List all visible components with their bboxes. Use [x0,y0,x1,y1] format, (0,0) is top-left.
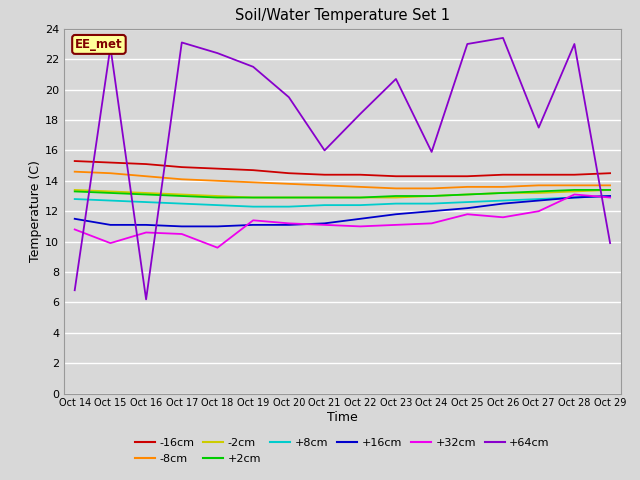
Title: Soil/Water Temperature Set 1: Soil/Water Temperature Set 1 [235,9,450,24]
Text: EE_met: EE_met [75,38,123,51]
X-axis label: Time: Time [327,411,358,424]
Y-axis label: Temperature (C): Temperature (C) [29,160,42,262]
Legend: -16cm, -8cm, -2cm, +2cm, +8cm, +16cm, +32cm, +64cm: -16cm, -8cm, -2cm, +2cm, +8cm, +16cm, +3… [131,434,554,468]
